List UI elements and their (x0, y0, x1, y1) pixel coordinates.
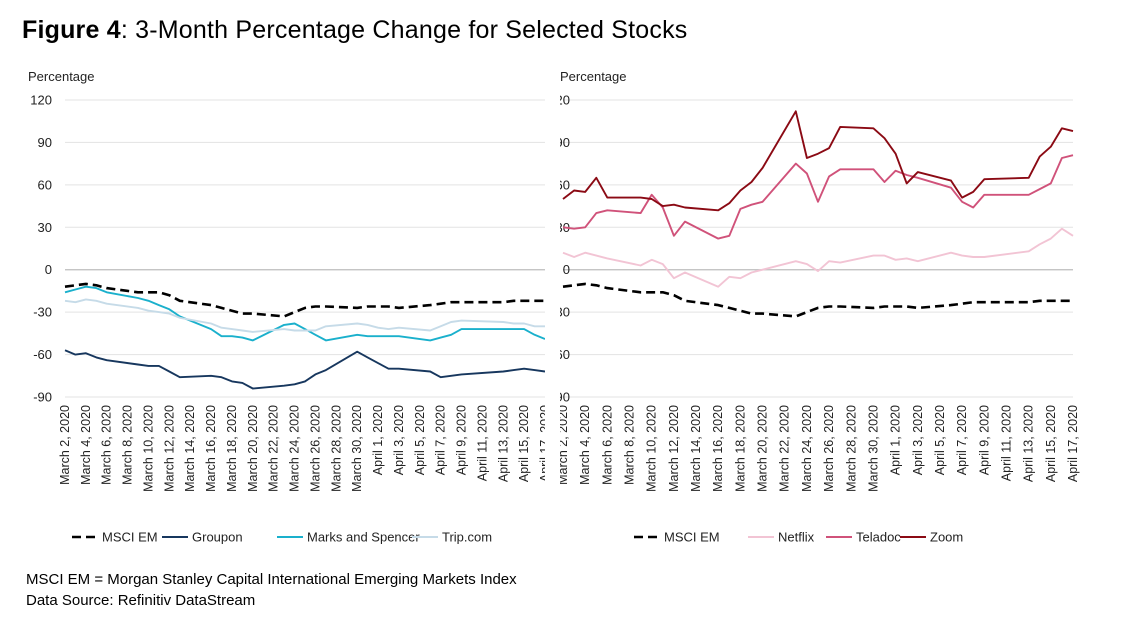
x-tick-label: March 10, 2020 (141, 405, 155, 492)
x-tick-label: April 13, 2020 (496, 405, 510, 482)
legend-label-msci-em: MSCI EM (102, 530, 158, 545)
chart-left: Percentage 120 90 60 30 0 -30 -60 -90 March 2, 20… (28, 69, 545, 545)
x-tick-label: April 11, 2020 (999, 405, 1013, 481)
legend-label-msci-em: MSCI EM (664, 530, 720, 545)
x-tick-label: March 8, 2020 (623, 405, 637, 485)
x-tick-label: March 16, 2020 (204, 405, 218, 492)
figure-label: Figure 4 (22, 16, 121, 44)
legend-label-zoom: Zoom (930, 530, 963, 545)
y-tick-label: 60 (38, 177, 52, 192)
x-tick-label: April 15, 2020 (1044, 405, 1058, 482)
series-line-msci-em (64, 282, 545, 318)
x-tick-label: April 17, 2020 (1066, 405, 1080, 482)
x-tick-label: March 16, 2020 (711, 405, 725, 492)
x-tick-label: March 10, 2020 (645, 405, 659, 492)
x-tick-label: April 5, 2020 (413, 405, 427, 475)
legend-label-marks-and-spencer: Marks and Spencer (307, 530, 420, 545)
x-tick-label: March 12, 2020 (162, 405, 176, 492)
x-tick-label: April 1, 2020 (889, 405, 903, 475)
series-line-teladoc (562, 154, 1074, 240)
x-tick-label: March 14, 2020 (689, 405, 703, 492)
x-tick-label: March 6, 2020 (100, 405, 114, 485)
x-tick-label: March 20, 2020 (246, 405, 260, 492)
x-tick-label: April 7, 2020 (434, 405, 448, 475)
x-tick-label: March 24, 2020 (288, 405, 302, 492)
y-tick-label: -60 (560, 347, 570, 362)
x-tick-label: April 13, 2020 (1022, 405, 1036, 482)
series-line-groupon (64, 349, 545, 390)
x-tick-label: April 5, 2020 (933, 405, 947, 475)
x-tick-label: April 11, 2020 (475, 405, 489, 481)
x-tick-label: March 26, 2020 (308, 405, 322, 492)
x-tick-label: April 3, 2020 (392, 405, 406, 475)
note-data-source: Data Source: Refinitiv DataStream (26, 592, 256, 609)
x-tick-label: March 2, 2020 (58, 405, 72, 485)
x-tick-label: March 6, 2020 (600, 405, 614, 485)
y-tick-label: -30 (33, 305, 52, 320)
x-tick-label: April 9, 2020 (455, 405, 469, 475)
x-tick-label: March 28, 2020 (844, 405, 858, 492)
x-tick-label: March 18, 2020 (733, 405, 747, 492)
figure-notes: MSCI EM = Morgan Stanley Capital Interna… (26, 569, 517, 611)
x-tick-label: March 30, 2020 (866, 405, 880, 492)
legend-label-teladoc: Teladoc (856, 530, 901, 545)
y-tick-label: 60 (560, 177, 570, 192)
series-line-marks-and-spencer (64, 285, 545, 342)
legend-label-trip-com: Trip.com (442, 530, 492, 545)
x-tick-label: April 1, 2020 (371, 405, 385, 475)
figure-title-text: 3-Month Percentage Change for Selected S… (135, 16, 688, 44)
x-tick-label: April 3, 2020 (911, 405, 925, 475)
x-tick-label: March 20, 2020 (756, 405, 770, 492)
x-tick-label: April 9, 2020 (977, 405, 991, 475)
y-tick-label: 30 (38, 220, 52, 235)
x-tick-label: April 15, 2020 (517, 405, 531, 482)
y-tick-label: -90 (33, 390, 52, 405)
y-tick-label: 0 (45, 262, 52, 277)
x-tick-label: March 12, 2020 (667, 405, 681, 492)
y-tick-label: 120 (30, 93, 52, 108)
x-tick-label: March 30, 2020 (350, 405, 364, 492)
y-tick-label: 90 (560, 135, 570, 150)
x-tick-label: April 17, 2020 (538, 405, 545, 482)
series-line-msci-em (562, 282, 1073, 318)
x-tick-label: March 2, 2020 (560, 405, 570, 485)
x-tick-label: March 8, 2020 (121, 405, 135, 485)
legend-label-netflix: Netflix (778, 530, 815, 545)
note-msci-definition: MSCI EM = Morgan Stanley Capital Interna… (26, 571, 517, 588)
y-tick-label: 90 (38, 135, 52, 150)
y-axis-label: Percentage (28, 69, 95, 84)
x-tick-label: March 14, 2020 (183, 405, 197, 492)
x-tick-label: March 18, 2020 (225, 405, 239, 492)
x-tick-label: March 26, 2020 (822, 405, 836, 492)
x-tick-label: March 28, 2020 (329, 405, 343, 492)
y-tick-label: -60 (33, 347, 52, 362)
series-line-netflix (562, 227, 1074, 288)
y-tick-label: 0 (563, 262, 570, 277)
x-tick-label: March 4, 2020 (578, 405, 592, 485)
figure-title: Figure 4: 3-Month Percentage Change for … (22, 16, 688, 44)
y-tick-label: 120 (560, 93, 570, 108)
x-tick-label: March 22, 2020 (778, 405, 792, 492)
series-line-zoom (562, 110, 1074, 212)
y-axis-label: Percentage (560, 69, 627, 84)
y-tick-label: -90 (560, 390, 570, 405)
x-tick-label: March 22, 2020 (267, 405, 281, 492)
series-line-trip-com (64, 298, 545, 333)
x-tick-label: April 7, 2020 (955, 405, 969, 475)
x-tick-label: March 4, 2020 (79, 405, 93, 485)
x-tick-label: March 24, 2020 (800, 405, 814, 492)
legend-label-groupon: Groupon (192, 530, 243, 545)
y-tick-label: -30 (560, 305, 570, 320)
